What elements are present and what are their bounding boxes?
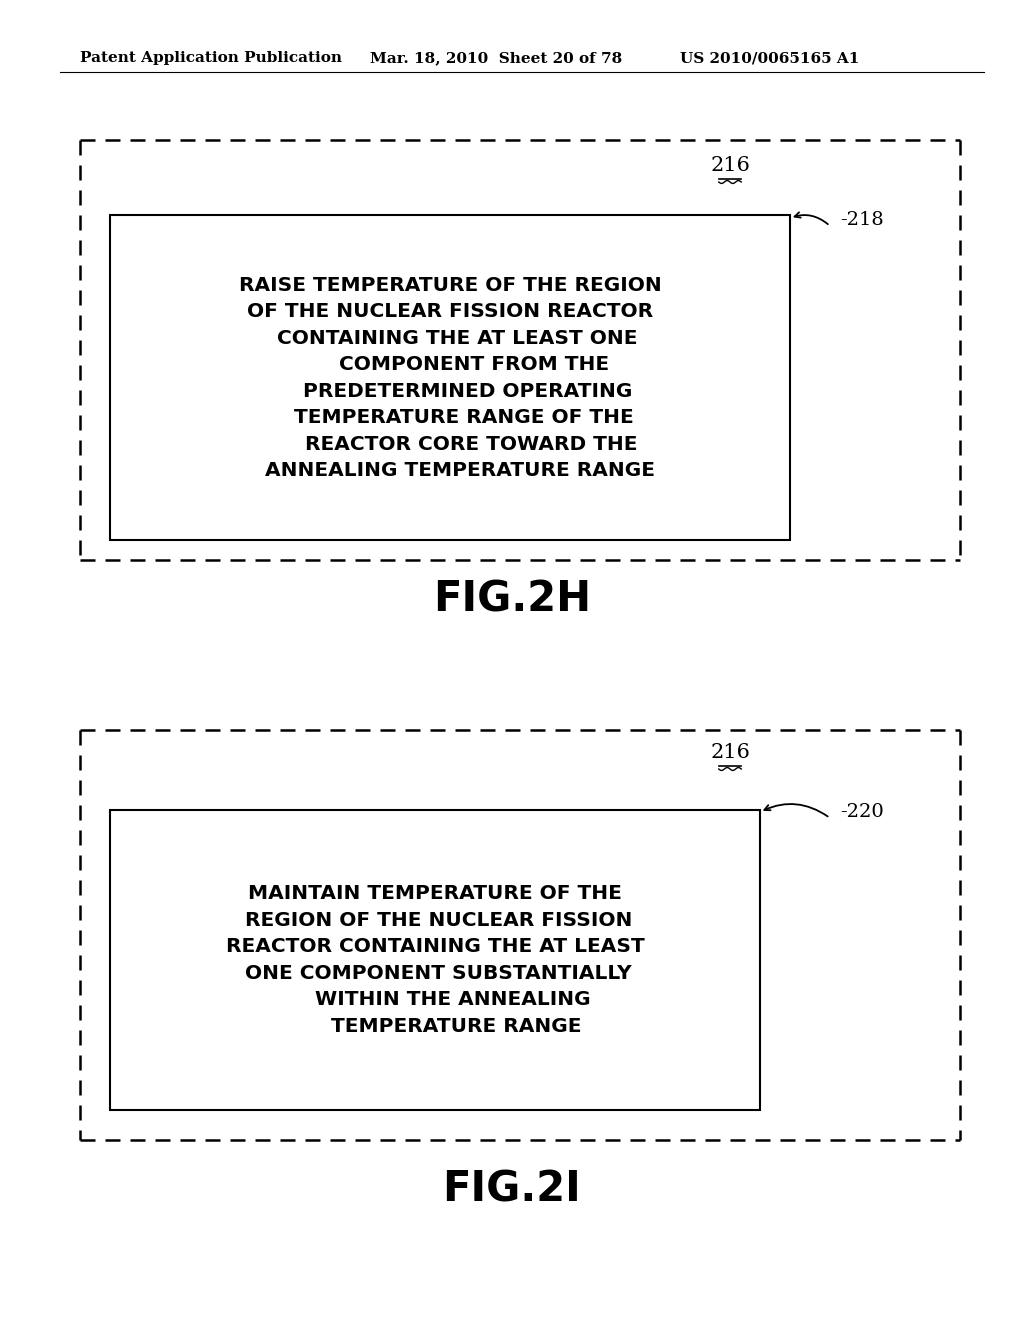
Text: -218: -218 bbox=[840, 211, 884, 228]
Text: 216: 216 bbox=[710, 156, 750, 176]
Bar bbox=[110, 810, 760, 1110]
Text: MAINTAIN TEMPERATURE OF THE
 REGION OF THE NUCLEAR FISSION
REACTOR CONTAINING TH: MAINTAIN TEMPERATURE OF THE REGION OF TH… bbox=[225, 884, 644, 1036]
Text: FIG.2H: FIG.2H bbox=[433, 579, 591, 620]
Text: -220: -220 bbox=[840, 803, 884, 821]
Text: RAISE TEMPERATURE OF THE REGION
OF THE NUCLEAR FISSION REACTOR
  CONTAINING THE : RAISE TEMPERATURE OF THE REGION OF THE N… bbox=[239, 276, 662, 480]
Text: 216: 216 bbox=[710, 743, 750, 762]
Text: FIG.2I: FIG.2I bbox=[442, 1170, 582, 1210]
Text: Patent Application Publication: Patent Application Publication bbox=[80, 51, 342, 65]
Text: US 2010/0065165 A1: US 2010/0065165 A1 bbox=[680, 51, 859, 65]
Bar bbox=[110, 215, 790, 540]
Text: Mar. 18, 2010  Sheet 20 of 78: Mar. 18, 2010 Sheet 20 of 78 bbox=[370, 51, 623, 65]
